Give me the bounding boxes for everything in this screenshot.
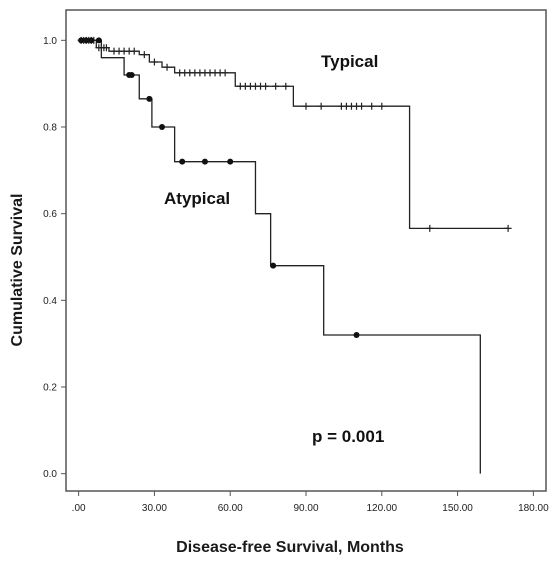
censor-marks (77, 36, 512, 338)
x-tick-label: 60.00 (218, 503, 243, 514)
plot-frame (65, 9, 547, 492)
atypical-censor-mark (159, 124, 165, 130)
typical-survival-line (78, 39, 509, 230)
typical-censor-mark (358, 102, 366, 110)
atypical-censor-mark (83, 37, 90, 44)
x-tick-label: 180.00 (518, 503, 549, 514)
y-axis-title: Cumulative Survival (9, 194, 26, 347)
typical-censor-mark (102, 44, 110, 52)
y-tick-label: 0.8 (43, 123, 57, 134)
y-tick-label: 0.4 (43, 296, 57, 307)
x-tick-label: 120.00 (366, 503, 397, 514)
y-axis-ticks: 0.0 0.2 0.4 0.6 0.8 1.0 (43, 36, 66, 480)
atypical-censor-mark (227, 158, 234, 165)
atypical-censor-mark (179, 158, 186, 165)
typical-censor-mark (130, 47, 138, 55)
typical-censor-mark (140, 51, 148, 59)
atypical-censor-mark (270, 262, 277, 269)
annotation-atypical: Atypical (164, 189, 230, 208)
y-tick-label: 0.2 (43, 383, 57, 394)
atypical-censor-mark (128, 72, 135, 78)
annotation-p-value: p = 0.001 (312, 427, 384, 446)
x-axis-ticks: .00 30.00 60.00 90.00 120.00 150.00 180.00 (72, 491, 549, 514)
typical-censor-mark (150, 58, 158, 66)
x-tick-label: 90.00 (293, 503, 318, 514)
y-tick-label: 0.0 (43, 469, 57, 480)
typical-censor-mark (317, 102, 325, 110)
typical-censor-mark (221, 69, 229, 77)
typical-censor-mark (426, 224, 434, 232)
atypical-censor-mark (353, 332, 360, 338)
x-tick-label: 150.00 (442, 503, 473, 514)
typical-censor-mark (282, 82, 290, 90)
typical-censor-mark (504, 224, 512, 232)
typical-censor-mark (262, 82, 270, 90)
x-tick-label: .00 (72, 503, 86, 514)
atypical-censor-mark (95, 37, 102, 44)
typical-censor-mark (302, 102, 310, 110)
y-tick-label: 1.0 (43, 36, 57, 47)
typical-censor-mark (163, 63, 171, 71)
y-tick-label: 0.6 (43, 209, 57, 220)
typical-censor-mark (378, 102, 386, 110)
survival-curves (78, 39, 509, 474)
x-tick-label: 30.00 (142, 503, 167, 514)
atypical-censor-mark (88, 37, 95, 44)
typical-censor-mark (272, 82, 280, 90)
atypical-censor-mark (146, 95, 153, 102)
atypical-censor-mark (201, 158, 208, 165)
atypical-censor-mark (78, 37, 85, 44)
x-axis-title: Disease-free Survival, Months (176, 539, 404, 556)
typical-censor-mark (368, 102, 376, 110)
annotation-typical: Typical (321, 52, 378, 71)
atypical-survival-line (78, 39, 481, 474)
